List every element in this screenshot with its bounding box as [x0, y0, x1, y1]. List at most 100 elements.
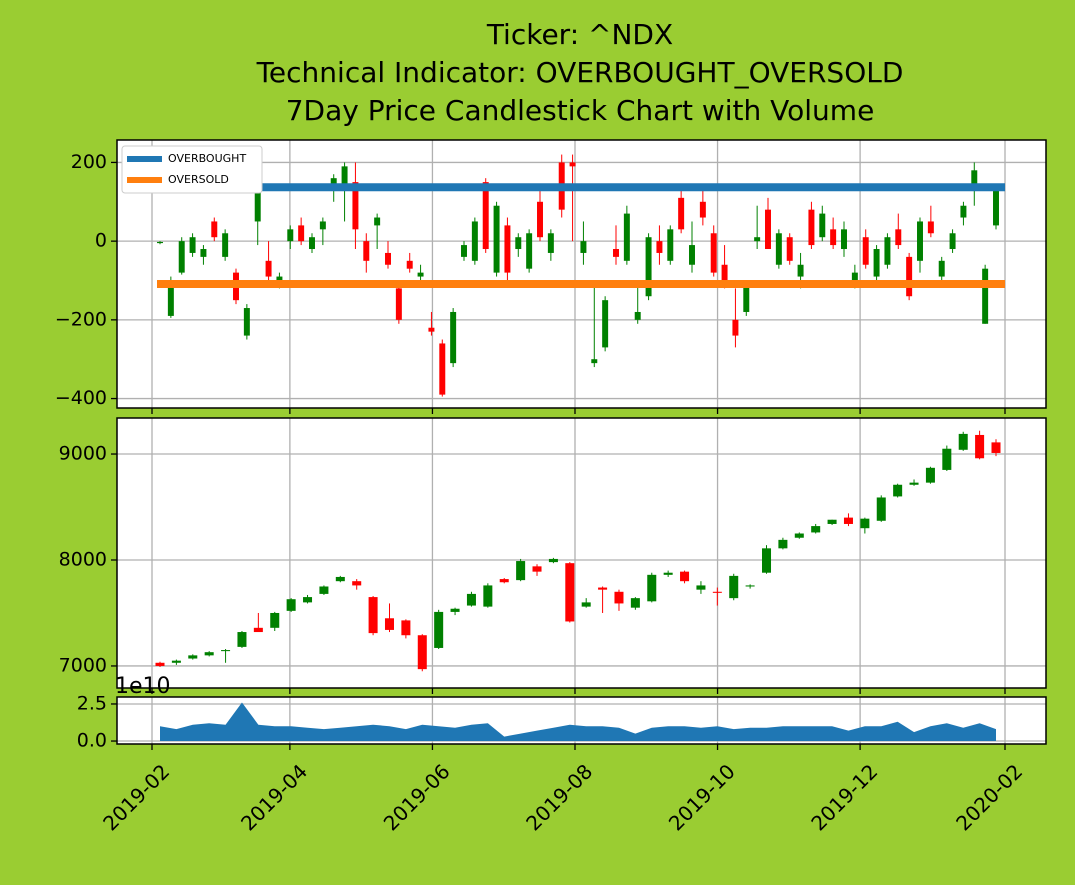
candle-body — [689, 245, 695, 265]
offset-text: 1e10 — [115, 674, 171, 699]
candle-body — [925, 467, 935, 483]
candle-body — [499, 579, 509, 583]
legend-label: OVERSOLD — [168, 173, 229, 186]
candle-body — [960, 205, 967, 218]
y-tick-label: 200 — [71, 151, 107, 173]
candle-body — [286, 599, 296, 611]
candle-body — [598, 587, 608, 590]
candle-body — [580, 241, 587, 253]
candle-body — [729, 575, 739, 599]
candle-body — [319, 221, 326, 230]
candle-body — [982, 268, 989, 324]
candle-body — [630, 598, 640, 608]
candle-body — [710, 233, 717, 273]
candle-body — [743, 284, 750, 312]
candle-body — [547, 233, 554, 253]
candle-body — [808, 209, 815, 246]
legend-label: OVERBOUGHT — [168, 152, 246, 165]
candle-body — [699, 201, 706, 218]
candle-body — [778, 539, 788, 549]
candle-body — [565, 563, 575, 622]
candle-body — [797, 264, 804, 277]
candle-body — [843, 517, 853, 524]
x-tick-label: 2019-02 — [98, 759, 174, 835]
candle-body — [516, 561, 526, 581]
candle-body — [873, 249, 880, 277]
candle-body — [155, 662, 165, 666]
x-tick-label: 2019-06 — [379, 759, 455, 835]
candle-body — [461, 245, 467, 257]
candle-body — [287, 229, 294, 242]
candle-body — [860, 518, 870, 529]
candle-body — [395, 288, 402, 320]
candle-body — [975, 434, 985, 459]
y-tick-label: −200 — [55, 308, 107, 330]
candle-body — [958, 433, 968, 450]
title-line: Technical Indicator: OVERBOUGHT_OVERSOLD — [256, 56, 904, 89]
candle-body — [786, 237, 793, 261]
candle-body — [178, 241, 185, 273]
candle-body — [450, 608, 460, 612]
title-line: 7Day Price Candlestick Chart with Volume — [286, 94, 875, 127]
candle-body — [270, 612, 280, 628]
candle-body — [189, 237, 196, 253]
axes-frame — [116, 696, 1047, 745]
candle-body — [211, 221, 218, 238]
candle-body — [504, 225, 511, 273]
candle-body — [893, 484, 903, 497]
candle-body — [253, 627, 263, 633]
y-tick-label: 0.0 — [77, 730, 107, 752]
candle-body — [352, 182, 359, 230]
candle-body — [222, 233, 229, 257]
candle-body — [548, 558, 558, 563]
candle-body — [466, 593, 476, 606]
y-tick-label: −400 — [55, 387, 107, 409]
candle-body — [895, 229, 902, 246]
x-tick-label: 2019-10 — [664, 759, 740, 835]
candle-body — [368, 597, 378, 634]
candle-body — [762, 548, 772, 573]
candle-body — [352, 581, 362, 586]
candle-body — [906, 256, 913, 297]
candle-body — [732, 319, 739, 336]
candle-body — [613, 249, 619, 257]
candle-body — [765, 209, 771, 250]
candle-body — [634, 311, 641, 320]
candle-body — [515, 237, 522, 250]
candle-body — [909, 482, 919, 485]
candle-body — [167, 280, 174, 316]
y-tick-label: 9000 — [59, 443, 107, 465]
candle-body — [667, 229, 674, 261]
x-tick-label: 2020-02 — [951, 759, 1027, 835]
candle-body — [532, 566, 542, 572]
candle-body — [775, 233, 782, 265]
candle-body — [363, 241, 370, 261]
candle-body — [303, 597, 313, 603]
candle-body — [927, 221, 934, 234]
axes-frame — [116, 139, 1047, 409]
candle-body — [827, 519, 837, 524]
candle-body — [243, 308, 250, 336]
candle-body — [614, 591, 624, 604]
candle-body — [991, 442, 1001, 453]
candle-body — [851, 272, 858, 281]
candle-body — [830, 229, 837, 246]
candle-body — [794, 533, 804, 538]
candle-body — [841, 229, 847, 250]
y-tick-label: 7000 — [59, 654, 107, 676]
candle-body — [319, 586, 329, 594]
candle-body — [450, 311, 457, 364]
y-tick-label: 8000 — [59, 548, 107, 570]
candle-body — [374, 217, 381, 226]
candle-body — [942, 448, 952, 470]
candle-body — [428, 327, 435, 332]
candle-body — [482, 182, 489, 250]
candle-body — [678, 197, 685, 230]
candle-body — [204, 652, 214, 656]
candle-body — [385, 252, 391, 265]
candle-body — [493, 205, 500, 273]
candle-body — [265, 260, 272, 277]
candle-body — [754, 237, 761, 242]
